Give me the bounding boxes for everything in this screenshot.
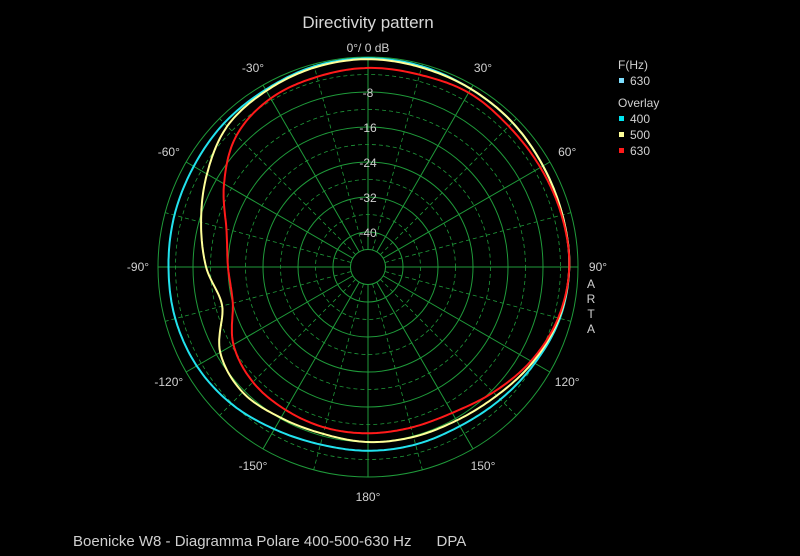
legend-overlay-swatch xyxy=(619,116,624,121)
polar-labels: 30° 60° 90° 120° 150° 180° -150° -120° -90° -60° -… xyxy=(127,61,607,504)
series-curve-630 xyxy=(222,66,571,435)
grid-spoke xyxy=(380,118,517,255)
grid-spoke xyxy=(219,279,356,416)
polar-grid xyxy=(157,56,579,478)
legend-current-swatch xyxy=(619,78,624,83)
legend-overlay-swatch xyxy=(619,132,624,137)
watermark-letter: T xyxy=(587,307,595,321)
radial-tick-label: -24 xyxy=(359,156,377,170)
legend-overlay-label: 500 xyxy=(630,128,650,142)
legend-overlay-swatch xyxy=(619,148,624,153)
grid-spoke xyxy=(185,161,354,259)
grid-spoke xyxy=(376,84,474,253)
chart-title: Directivity pattern xyxy=(302,13,433,32)
radial-tick-label: -32 xyxy=(359,191,377,205)
grid-spoke xyxy=(382,275,551,373)
watermark-letter: A xyxy=(587,322,595,336)
watermark-letter: A xyxy=(587,277,595,291)
grid-spoke xyxy=(262,84,360,253)
legend-header: F(Hz) xyxy=(618,58,648,72)
angle-tick-label: 150° xyxy=(471,459,496,473)
angle-tick-label: -30° xyxy=(242,61,264,75)
grid-center xyxy=(350,249,386,285)
grid-spoke xyxy=(219,118,356,255)
series-curve-500 xyxy=(200,58,571,444)
radial-tick-label: -16 xyxy=(359,121,377,135)
angle-tick-label: 120° xyxy=(555,375,580,389)
legend-overlay-label: 400 xyxy=(630,112,650,126)
angle-tick-label: 60° xyxy=(558,145,576,159)
watermark-letter: R xyxy=(587,292,596,306)
angle-tick-label: -60° xyxy=(158,145,180,159)
legend-current-label: 630 xyxy=(630,74,650,88)
angle-tick-label: 90° xyxy=(589,260,607,274)
radial-tick-label: -40 xyxy=(359,226,377,240)
radial-tick-label: -8 xyxy=(363,86,374,100)
legend: F(Hz) 630 Overlay 400 500 630 xyxy=(618,58,659,158)
angle-tick-label: 180° xyxy=(356,490,381,504)
angle-tick-label: -150° xyxy=(239,459,268,473)
caption: Boenicke W8 - Diagramma Polare 400-500-6… xyxy=(73,533,467,550)
grid-spoke xyxy=(382,161,551,259)
polar-curves xyxy=(167,57,571,452)
legend-overlay-list: 400 500 630 xyxy=(619,112,650,158)
angle-tick-label: 30° xyxy=(474,61,492,75)
grid-spoke xyxy=(262,281,360,450)
angle-tick-label: -90° xyxy=(127,260,149,274)
legend-overlay-header: Overlay xyxy=(618,96,659,110)
angle-tick-label: -120° xyxy=(154,375,183,389)
grid-spoke xyxy=(185,275,354,373)
top-reference-label: 0°/ 0 dB xyxy=(347,41,390,55)
legend-overlay-label: 630 xyxy=(630,144,650,158)
